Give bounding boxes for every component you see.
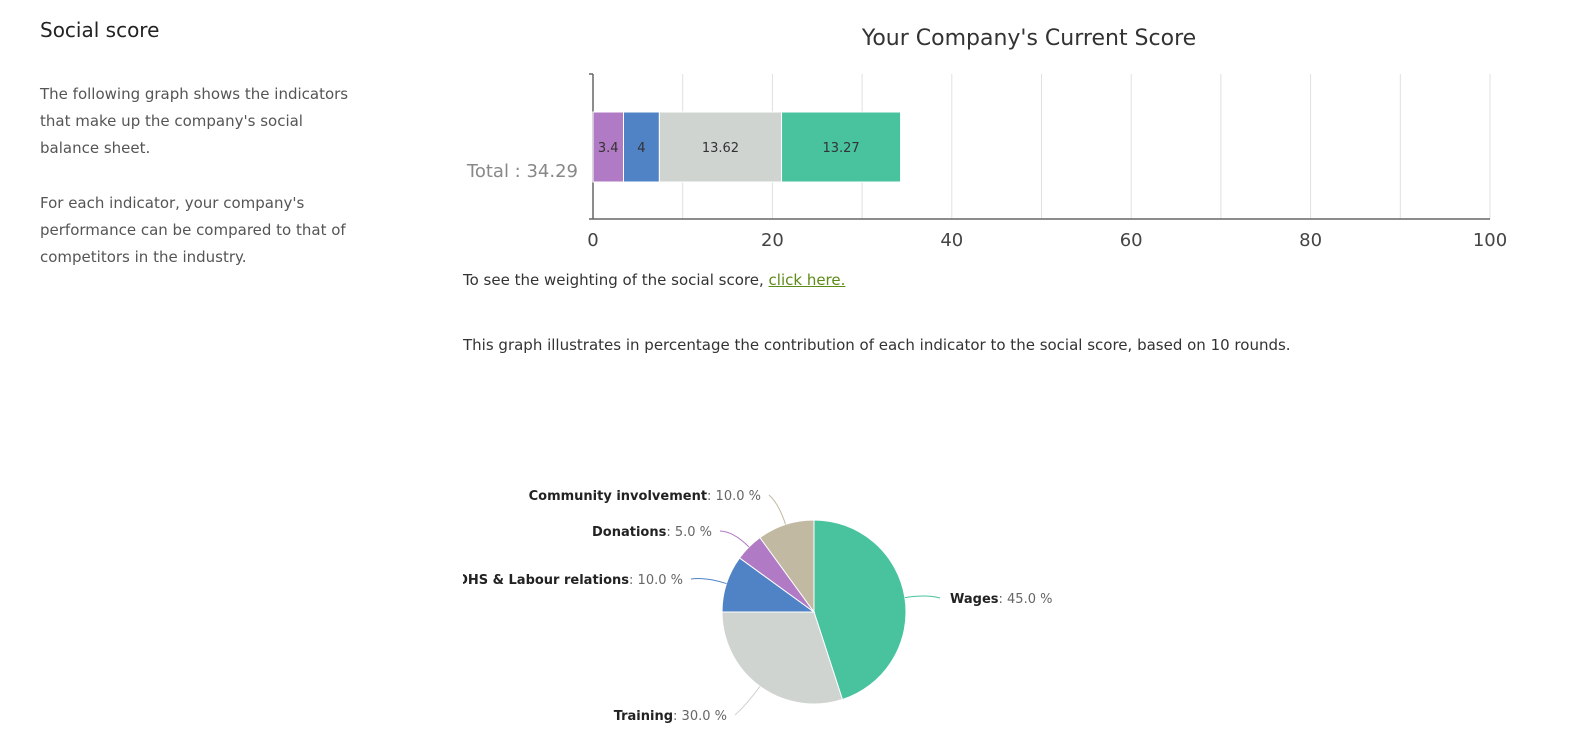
- pie-slice[interactable]: [759, 519, 815, 614]
- x-tick-label: 40: [940, 230, 963, 251]
- pie-connector: [690, 577, 727, 585]
- pie-description: This graph illustrates in percentage the…: [463, 336, 1291, 354]
- pie-label-name: Wages: [950, 592, 999, 607]
- pie-label-value: : 10.0 %: [629, 573, 683, 588]
- pie-chart: Wages: 45.0 % Training: 30.0 % OHS & Labou…: [463, 489, 1052, 724]
- bar-segment[interactable]: [781, 111, 902, 183]
- bar-value-label: 4: [637, 141, 645, 156]
- bar-segment[interactable]: [658, 111, 783, 183]
- bar-value-label: 3.4: [598, 141, 619, 156]
- x-tick-label: 20: [761, 230, 784, 251]
- pie-label-value: : 45.0 %: [999, 592, 1053, 607]
- pie-label: Wages: 45.0 %: [950, 592, 1052, 607]
- pie-connector: [719, 530, 750, 548]
- pie-label: Donations: 5.0 %: [592, 525, 712, 540]
- pie-label: OHS & Labour relations: 10.0 %: [463, 573, 683, 588]
- pie-label-value: : 10.0 %: [707, 489, 761, 504]
- pie-label: Community involvement: 10.0 %: [529, 489, 761, 504]
- pie-label-name: Community involvement: [529, 489, 707, 504]
- pie-connector: [734, 686, 761, 716]
- x-tick-label: 0: [587, 230, 598, 251]
- sidebar: Social score The following graph shows t…: [40, 18, 360, 266]
- pie-label-name: Donations: [592, 525, 667, 540]
- sidebar-title: Social score: [40, 18, 160, 42]
- pie-slice[interactable]: [813, 519, 907, 701]
- weighting-note: To see the weighting of the social score…: [463, 271, 845, 289]
- pie-label: Training: 30.0 %: [614, 709, 727, 724]
- x-tick-label: 100: [1473, 230, 1507, 251]
- category-label: Total : 34.29: [466, 161, 578, 182]
- sidebar-comparison-note: For each indicator, your company's perfo…: [40, 194, 346, 266]
- main-content: Your Company's Current Score 0 20 40 60 80 10…: [463, 0, 1563, 746]
- x-tick-label: 60: [1120, 230, 1143, 251]
- x-tick-label: 80: [1299, 230, 1322, 251]
- pie-label-name: OHS & Labour relations: [463, 573, 629, 588]
- bar-value-label: 13.62: [702, 141, 739, 156]
- pie-connector: [904, 595, 941, 599]
- pie-label-value: : 5.0 %: [666, 525, 712, 540]
- sidebar-description: The following graph shows the indicators…: [40, 85, 349, 157]
- bar-chart-title: Your Company's Current Score: [861, 26, 1197, 51]
- bar-chart: 0 20 40 60 80 100 Total : 34.29 3.4 4 13.62 13.27: [466, 73, 1507, 251]
- pie-slice[interactable]: [721, 611, 844, 705]
- pie-connector: [768, 494, 787, 525]
- bar-segment[interactable]: [592, 111, 624, 183]
- pie-label-value: : 30.0 %: [673, 709, 727, 724]
- weighting-link[interactable]: click here.: [768, 271, 846, 289]
- weighting-note-text: To see the weighting of the social score…: [463, 271, 764, 289]
- pie-label-name: Training: [614, 709, 673, 724]
- bar-value-label: 13.27: [822, 141, 859, 156]
